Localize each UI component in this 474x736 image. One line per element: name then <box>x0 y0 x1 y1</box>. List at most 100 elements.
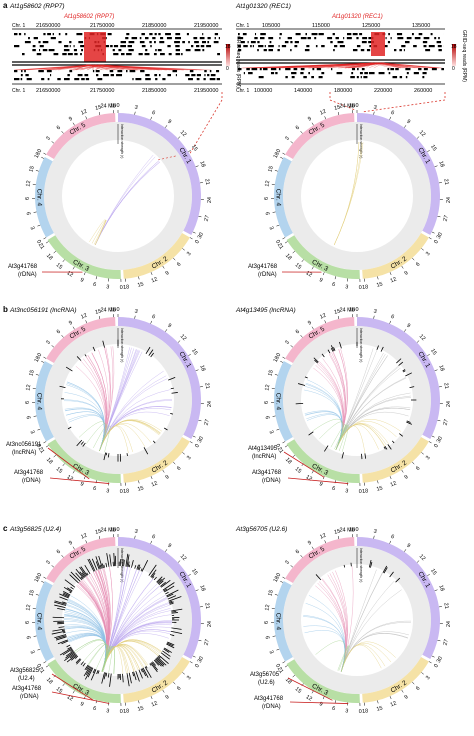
tick-mark <box>41 581 44 582</box>
gene-block <box>285 76 287 78</box>
gene-block <box>196 45 199 47</box>
chromosome-label: Chr. 4 <box>274 189 281 207</box>
tick-mark <box>196 370 199 371</box>
gene-block <box>357 76 359 78</box>
interaction-link <box>341 581 394 672</box>
gene-block <box>238 45 241 47</box>
tick-mark <box>73 547 75 550</box>
gene-block <box>69 70 72 72</box>
gene-block <box>158 33 160 35</box>
density-bar <box>85 354 86 356</box>
gene-block <box>271 68 276 70</box>
tick-mark <box>402 470 404 473</box>
tick-label: 3 <box>267 226 274 231</box>
tick-mark <box>435 166 438 167</box>
gene-block <box>64 78 70 80</box>
gene-block <box>37 53 42 55</box>
gene-block <box>175 33 180 35</box>
gene-block <box>250 45 252 47</box>
gene-block <box>270 41 272 43</box>
gene-block <box>425 49 430 51</box>
gene-block <box>125 37 128 39</box>
gene-block <box>333 33 335 35</box>
tick-mark <box>34 212 37 213</box>
tick-label: 9 <box>405 543 411 550</box>
tick-mark <box>199 216 202 217</box>
gene-block <box>214 41 219 43</box>
gene-block <box>201 45 204 47</box>
gene-block <box>175 37 181 39</box>
tick-mark <box>421 248 423 250</box>
gene-block <box>121 41 126 43</box>
gene-block <box>113 53 118 55</box>
tick-mark <box>44 662 47 664</box>
tick-mark <box>63 684 65 686</box>
tick-label: 12 <box>305 694 313 702</box>
gene-block <box>311 76 314 78</box>
tick-mark <box>312 547 314 550</box>
gene-block <box>353 49 357 51</box>
gene-block <box>128 49 133 51</box>
ring-background <box>292 131 422 261</box>
tick-mark <box>73 123 75 126</box>
gene-block <box>186 49 191 51</box>
gene-block <box>21 70 22 72</box>
gene-block <box>362 41 367 43</box>
tick-label: 18 <box>437 364 445 372</box>
tick-mark <box>417 561 419 563</box>
density-bar <box>62 630 65 631</box>
anchor-sublabel: (lncRNA) <box>252 454 276 460</box>
gene-block <box>321 72 324 74</box>
gene-block <box>319 76 323 78</box>
unit-label: 24 Mb <box>339 307 354 313</box>
tick-label: 0 <box>433 443 440 449</box>
tick-label: 0 <box>116 103 119 109</box>
gene-block <box>116 74 122 76</box>
tick-mark <box>429 238 432 240</box>
gene-block <box>294 45 297 47</box>
gene-block <box>415 37 421 39</box>
gene-block <box>126 33 129 35</box>
zoom-track-right: At1g01320 (REC1) Chr. 1 105000 115000 12… <box>236 14 467 112</box>
tick-label: 9 <box>79 481 84 488</box>
tick-label: 3 <box>345 488 349 494</box>
gene-block <box>197 74 201 76</box>
tick-label: 12 <box>151 480 159 488</box>
interaction-link <box>95 161 159 245</box>
tick-label: 18 <box>45 253 54 262</box>
tick-mark <box>62 335 64 337</box>
gene-block <box>169 53 172 55</box>
gene-block <box>340 45 345 47</box>
tick-mark <box>178 341 180 343</box>
gene-block <box>407 37 412 39</box>
anchor-sublabel: (rDNA) <box>262 704 281 710</box>
tick-mark <box>432 656 435 657</box>
tick-mark <box>338 536 339 539</box>
tick-mark <box>302 260 304 262</box>
tick-label: 18 <box>362 708 369 715</box>
gene-block <box>327 37 332 39</box>
tick-label: 9 <box>68 320 74 327</box>
axis-label: Interaction strength (r) <box>359 328 363 362</box>
gene-block <box>306 45 309 47</box>
panel-title-right: At4g13495 (lncRNA) <box>235 307 296 314</box>
gene-block <box>424 68 428 70</box>
gene-block <box>149 33 152 35</box>
tick-label: 6 <box>56 549 62 556</box>
gene-block <box>260 33 266 35</box>
interaction-link <box>95 161 159 245</box>
gene-block <box>389 72 391 74</box>
tick-label: 18 <box>437 584 445 592</box>
gene-block <box>308 72 310 74</box>
density-bar <box>106 453 107 455</box>
tick-mark <box>54 455 56 457</box>
scale-label: GRID-seq reads (RPM) <box>235 36 241 88</box>
gene-block <box>118 49 121 51</box>
tick-mark <box>163 690 165 693</box>
gene-block <box>62 53 66 55</box>
chromosome-label: Chr. 4 <box>274 613 281 631</box>
tick-mark <box>63 464 65 466</box>
tick-label: 15 <box>376 706 383 713</box>
gene-block <box>142 45 146 47</box>
